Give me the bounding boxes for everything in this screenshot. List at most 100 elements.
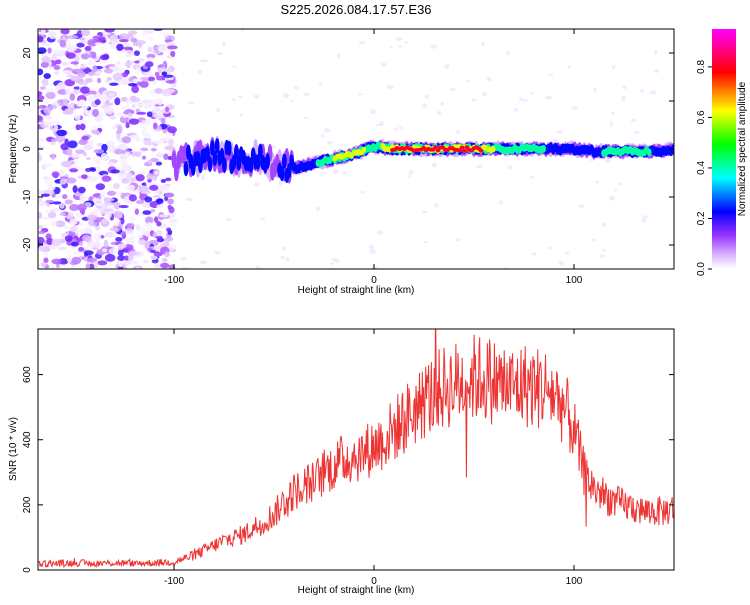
noise-blob (360, 190, 366, 194)
noise-blob (77, 71, 86, 78)
noise-blob (162, 257, 168, 263)
noise-blob (161, 71, 168, 76)
y-tick-label: -20 (22, 237, 33, 252)
noise-blob (131, 78, 142, 83)
noise-blob (134, 103, 144, 107)
noise-blob (120, 177, 131, 184)
noise-blob (482, 92, 488, 97)
noise-blob (61, 62, 68, 66)
noise-blob (153, 29, 163, 32)
noise-blob (369, 109, 376, 115)
noise-blob (165, 79, 176, 84)
noise-blob (386, 85, 394, 90)
noise-blob (153, 264, 162, 268)
spectrogram-x-label: Height of straight line (km) (298, 285, 415, 296)
noise-blob (60, 143, 69, 151)
noise-blob (127, 83, 138, 87)
noise-blob (327, 140, 333, 145)
noise-blob (85, 225, 92, 234)
noise-blob (165, 185, 171, 192)
noise-blob (102, 218, 108, 225)
noise-blob (602, 248, 606, 252)
noise-blob (38, 47, 47, 54)
ridge-blob (234, 144, 239, 160)
noise-blob (59, 178, 67, 185)
noise-blob (125, 122, 130, 129)
noise-blob (165, 106, 170, 112)
noise-blob (100, 46, 105, 51)
noise-blob (222, 41, 226, 47)
noise-blob (404, 40, 408, 44)
noise-blob (129, 250, 139, 256)
noise-blob (368, 244, 375, 250)
noise-blob (553, 138, 559, 144)
noise-blob (506, 50, 510, 56)
noise-blob (369, 249, 377, 255)
noise-blob (44, 177, 54, 186)
noise-blob (84, 45, 92, 52)
noise-blob (112, 72, 124, 81)
noise-blob (98, 112, 104, 120)
noise-blob (530, 91, 535, 96)
noise-blob (94, 42, 104, 46)
noise-blob (164, 88, 176, 94)
noise-blob (154, 216, 159, 223)
noise-blob (91, 155, 102, 163)
noise-blob (60, 160, 72, 168)
noise-blob (85, 50, 91, 54)
ridge-blob (265, 153, 270, 169)
noise-blob (89, 167, 97, 172)
noise-blob (51, 220, 57, 227)
ridge-blob (478, 148, 484, 153)
noise-blob (44, 115, 53, 120)
noise-blob (72, 250, 80, 255)
x-tick-label: 0 (371, 576, 377, 587)
noise-blob (85, 263, 91, 269)
ridge-blob (207, 156, 213, 172)
noise-blob (65, 40, 71, 49)
noise-blob (599, 254, 606, 258)
noise-blob (103, 239, 109, 248)
noise-blob (108, 248, 118, 255)
noise-blob (271, 145, 277, 149)
noise-blob (567, 65, 571, 69)
noise-blob (53, 124, 59, 131)
ridge-blob (282, 153, 287, 169)
noise-blob (156, 204, 164, 209)
noise-blob (131, 97, 141, 103)
noise-blob (358, 41, 366, 45)
noise-blob (43, 107, 52, 114)
noise-blob (92, 198, 102, 202)
noise-blob (45, 91, 56, 100)
noise-blob (142, 210, 152, 215)
noise-blob (79, 196, 85, 201)
noise-blob (165, 177, 172, 182)
y-tick-label: 10 (22, 95, 33, 107)
noise-blob (164, 192, 175, 198)
noise-blob (143, 230, 150, 237)
noise-blob (253, 94, 260, 99)
noise-blob (565, 251, 570, 255)
noise-blob (50, 138, 58, 143)
noise-blob (116, 112, 123, 117)
noise-blob (99, 54, 109, 61)
noise-blob (78, 99, 87, 106)
noise-blob (69, 203, 79, 212)
noise-blob (89, 51, 95, 58)
noise-blob (164, 251, 170, 258)
noise-blob (440, 101, 445, 106)
noise-blob (641, 215, 649, 218)
noise-blob (57, 246, 67, 251)
noise-blob (38, 196, 43, 202)
noise-blob (52, 201, 62, 205)
noise-blob (152, 122, 158, 130)
noise-blob (48, 265, 55, 269)
noise-blob (111, 125, 117, 130)
noise-blob (319, 82, 323, 86)
noise-blob (120, 217, 125, 225)
noise-blob (147, 76, 155, 82)
noise-blob (67, 35, 79, 40)
ridge-blob (210, 140, 215, 156)
